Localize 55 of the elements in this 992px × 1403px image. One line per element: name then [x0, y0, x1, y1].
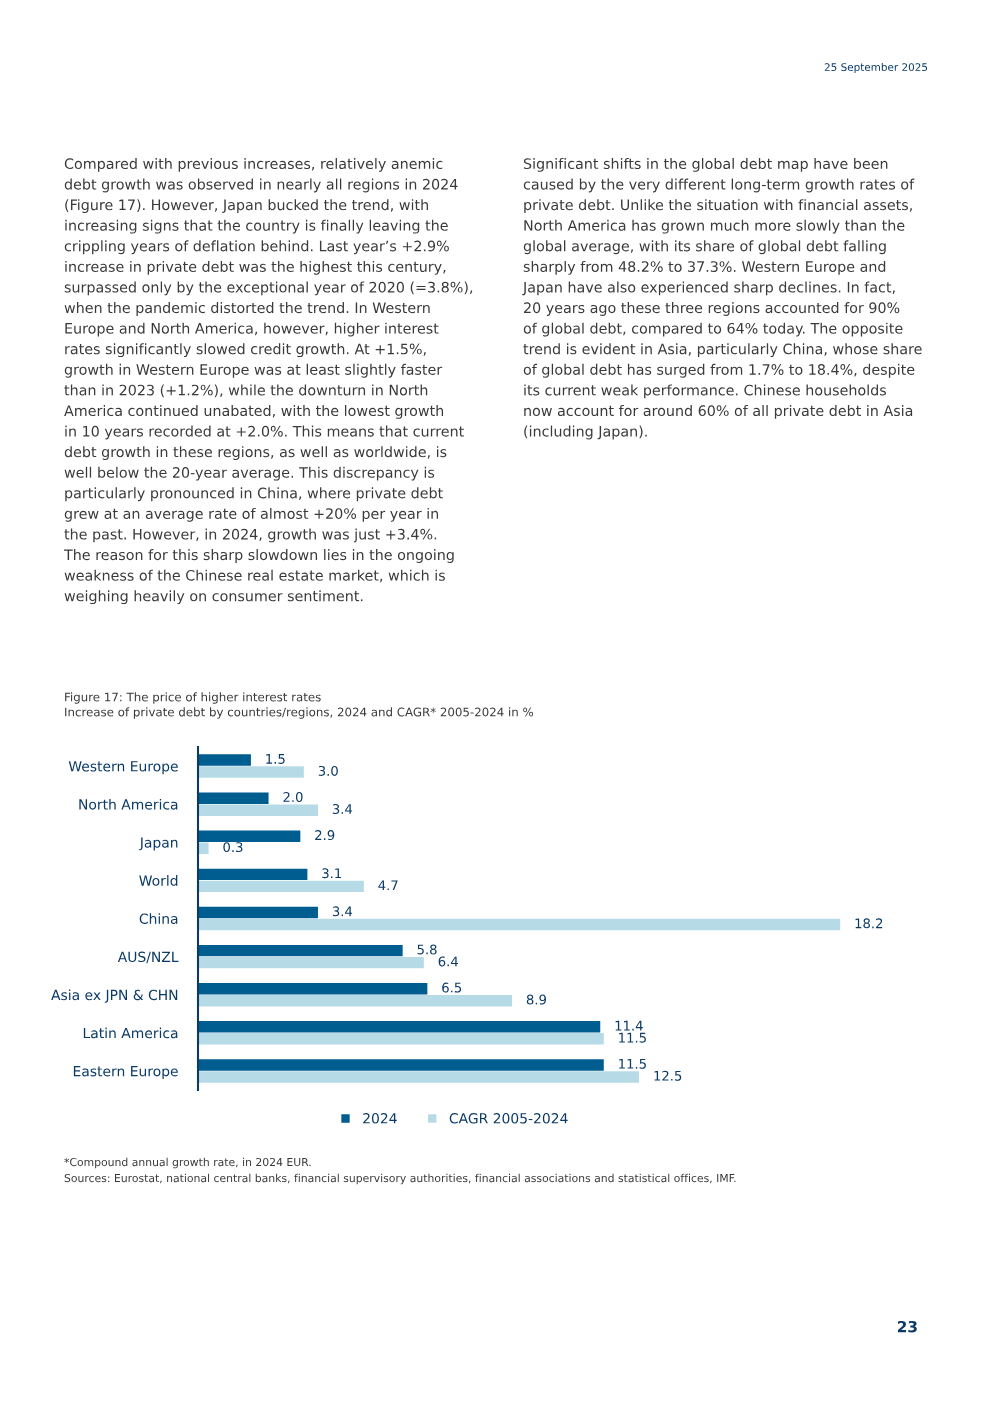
bar [198, 804, 318, 816]
data-label: 6.5 [442, 982, 462, 993]
bar [198, 842, 209, 854]
data-label: 8.9 [526, 994, 546, 1005]
y-tick-label: China [139, 913, 178, 924]
data-label: 11.5 [619, 1058, 646, 1069]
data-label: 3.1 [322, 868, 342, 879]
bar [198, 1071, 640, 1083]
data-label: 6.4 [438, 956, 458, 967]
data-label: 11.5 [619, 1032, 646, 1043]
data-label: 12.5 [654, 1070, 682, 1081]
y-tick-label: Japan [139, 837, 178, 851]
text: Compared with previous increases, relatively anemic debt growth was observed in nearly all regions in 2024 (Figure 17). However, Japan bucked the trend, with increasing signs that the country is finally leaving the crippling years of deflation behind. Last year’s +2.9% increase in private debt was the highest this century, surpassed only by the exceptional year of 2020 (=3.8%), when the pandemic distorted the trend. In Western Europe and North America, however, higher interest rates significantly slowed credit growth. At +1.5%, growth in Western Europe was at least slightly faster than in 2023 (+1.2%), while the downturn in North America continued unabated, with the lowest growth in 10 years recorded at +2.0%. This means that current debt growth in these regions, as well as worldwide, is well below the 20-year average. This discrepancy is particularly pronounced in China, where private debt grew at an average rate of almost +20% per year in the past. However, in 2024, growth was just +3.4%. The reason for this sharp slowdown lies in the ongoing weakness of the Chinese real estate market, which is weighing heavily on consumer sentiment. [63, 158, 473, 605]
bar [198, 1021, 601, 1033]
chart-subtitle: Increase of private debt by countries/regions, 2024 and CAGR* 2005-2024 in % [65, 707, 534, 719]
legend-label: CAGR 2005-2024 [449, 1113, 568, 1124]
text: Significant shifts in the global debt map have been caused by the very different long-term growth rates of private debt. Unlike the situation with financial assets, North America has grown much more slowly than the global average, with its share of global debt falling sharply from 48.2% to 37.3%. Western Europe and Japan have also experienced sharp declines. In fact, 20 years ago these three regions accounted for 90% of global debt, compared to 64% today. The opposite trend is evident in Asia, particularly China, whose share of global debt has surged from 1.7% to 18.4%, despite its current weak performance. Chinese households now account for around 60% of all private debt in Asia (including Japan). [522, 158, 922, 440]
data-label: 3.0 [318, 765, 338, 776]
y-tick-label: Latin America [83, 1027, 178, 1039]
data-label: 1.5 [266, 754, 285, 764]
bar [198, 918, 841, 931]
bar [198, 1059, 604, 1071]
bar [198, 880, 364, 893]
bar [198, 754, 251, 766]
data-label: 3.4 [332, 906, 353, 917]
data-label: 18.2 [855, 918, 883, 929]
chart-title: Figure 17: The price of higher interest rates [65, 692, 321, 704]
data-label: 3.4 [332, 804, 353, 814]
data-label: 2.9 [315, 830, 335, 841]
bar [198, 906, 318, 919]
bar [198, 766, 304, 778]
text: *Compound annual growth rate, in 2024 EUR. [64, 1157, 311, 1169]
data-label: 0.3 [223, 842, 243, 853]
y-tick-label: Western Europe [68, 761, 178, 775]
y-tick-label: Asia ex JPN & CHN [51, 989, 178, 1003]
y-tick-label: AUS/NZL [117, 951, 179, 964]
bar [198, 868, 308, 881]
data-label: 11.4 [615, 1020, 643, 1031]
y-tick-label: Eastern Europe [73, 1066, 178, 1080]
data-label: 5.8 [417, 944, 437, 955]
bar [198, 830, 301, 842]
text: 25 September 2025 [824, 62, 928, 74]
bar [198, 1033, 604, 1045]
y-tick-label: North America [79, 798, 178, 810]
bar [198, 956, 424, 969]
text: 23 [897, 1320, 917, 1333]
bar [198, 983, 428, 995]
bar [198, 792, 269, 804]
legend-label: 2024 [363, 1113, 397, 1124]
bar [198, 995, 513, 1007]
y-tick-label: World [139, 875, 178, 886]
bar [198, 944, 403, 957]
data-label: 4.7 [378, 880, 398, 891]
data-label: 2.0 [283, 792, 303, 802]
source-note: Sources: Eurostat, national central banks, financial supervisory authorities, financial associations and statistical offices, IMF. [64, 1173, 736, 1185]
